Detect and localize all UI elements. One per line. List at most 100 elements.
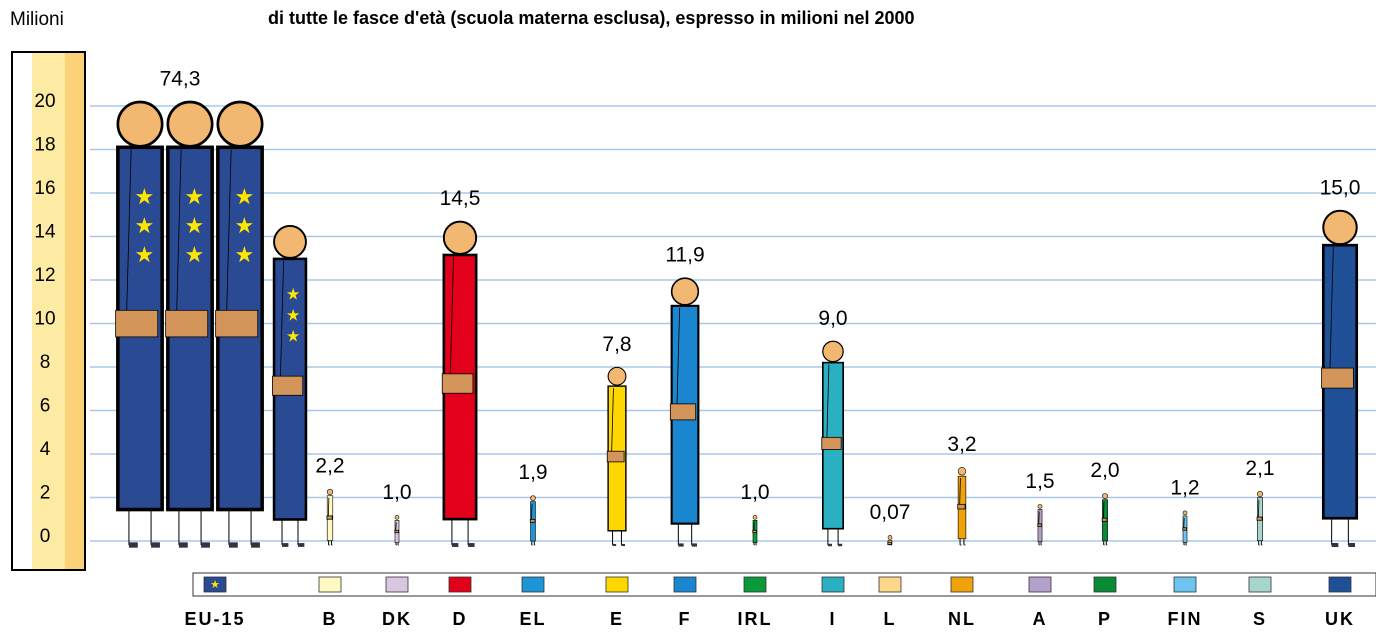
- briefcase: [1038, 524, 1042, 526]
- head: [168, 102, 212, 146]
- x-tick-label: S: [1253, 609, 1267, 629]
- legend-swatch: [879, 577, 901, 592]
- star: ★: [235, 184, 255, 209]
- legend-swatch: [744, 577, 766, 592]
- figure-group: [822, 341, 843, 545]
- briefcase: [530, 519, 535, 522]
- x-tick-label: FIN: [1168, 609, 1203, 629]
- star: ★: [185, 184, 205, 209]
- value-label: 2,2: [315, 455, 344, 478]
- figure-group: [1322, 211, 1357, 545]
- briefcase: [442, 374, 473, 393]
- head: [958, 467, 966, 475]
- briefcase: [1183, 528, 1187, 530]
- value-label: 1,9: [518, 461, 547, 484]
- briefcase: [958, 504, 965, 509]
- figure-group: [442, 222, 476, 545]
- y-tick-label: 16: [34, 178, 55, 199]
- figure-group: [888, 535, 892, 545]
- briefcase: [822, 437, 841, 449]
- briefcase: [753, 530, 757, 532]
- value-label: 15,0: [1320, 176, 1361, 199]
- briefcase: [1102, 518, 1107, 521]
- arm: [1103, 502, 1104, 519]
- briefcase: [670, 404, 695, 420]
- y-tick-label: 12: [34, 265, 55, 286]
- x-tick-label: L: [884, 609, 897, 629]
- legend-swatch: [449, 577, 471, 592]
- head: [753, 515, 757, 519]
- figure-group: [670, 278, 698, 545]
- figure-group: [395, 515, 399, 545]
- value-label: 1,0: [382, 481, 411, 504]
- legend-swatch: [606, 577, 628, 592]
- figure-group: [607, 367, 626, 545]
- legend-swatch: [522, 577, 544, 592]
- legend-swatch: [386, 577, 408, 592]
- legend-swatch: [1029, 577, 1051, 592]
- head: [823, 341, 843, 361]
- star: ★: [135, 213, 155, 238]
- head: [327, 489, 333, 495]
- briefcase: [607, 451, 624, 462]
- star: ★: [235, 242, 255, 267]
- value-label: 0,07: [870, 501, 911, 524]
- head: [1102, 494, 1107, 499]
- x-tick-label: NL: [948, 609, 976, 629]
- head: [1183, 511, 1187, 515]
- x-tick-label: UK: [1325, 609, 1355, 629]
- figure-group: ★★★★★★★★★★★★: [116, 102, 306, 545]
- chart-title: di tutte le fasce d'età (scuola materna …: [268, 8, 915, 28]
- x-tick-label: E: [610, 609, 624, 629]
- legend-swatch: [1174, 577, 1196, 592]
- head: [608, 367, 626, 385]
- y-tick-label: 6: [40, 396, 51, 417]
- head: [888, 535, 892, 539]
- star: ★: [235, 213, 255, 238]
- value-label: 14,5: [440, 187, 481, 210]
- x-tick-label: A: [1033, 609, 1048, 629]
- legend-swatch: [1094, 577, 1116, 592]
- value-label: 74,3: [160, 68, 201, 91]
- star: ★: [286, 328, 300, 345]
- y-tick-label: 8: [40, 352, 51, 373]
- y-tick-label: 18: [34, 135, 55, 156]
- x-tick-label: F: [679, 609, 692, 629]
- briefcase: [1257, 517, 1262, 520]
- x-tick-label: EU-15: [184, 609, 245, 629]
- x-tick-label: P: [1098, 609, 1112, 629]
- y-tick-label: 2: [40, 483, 51, 504]
- head: [1257, 491, 1262, 496]
- chart: Milioni di tutte le fasce d'età (scuola …: [0, 0, 1376, 633]
- briefcase: [888, 542, 892, 544]
- legend-swatch: [822, 577, 844, 592]
- briefcase: [1322, 368, 1354, 388]
- x-tick-label: I: [829, 609, 836, 629]
- x-tick-label: DK: [382, 609, 412, 629]
- figure-group: [1257, 491, 1263, 545]
- value-label: 1,2: [1170, 476, 1199, 499]
- star: ★: [135, 184, 155, 209]
- figure-group: [1038, 504, 1042, 545]
- value-label: 1,0: [740, 481, 769, 504]
- briefcase: [216, 310, 258, 337]
- head: [1323, 211, 1356, 244]
- value-label: 7,8: [602, 333, 631, 356]
- head: [274, 226, 306, 258]
- figure-group: [958, 467, 966, 545]
- legend-swatch: [951, 577, 973, 592]
- y-tick-label: 14: [34, 222, 56, 243]
- legend-swatch: [1249, 577, 1271, 592]
- figure-group: [1183, 511, 1187, 545]
- head: [118, 102, 162, 146]
- legend-strip: [193, 573, 1376, 596]
- value-label: 2,1: [1245, 457, 1274, 480]
- value-label: 3,2: [947, 433, 976, 456]
- y-tick-label: 4: [40, 439, 51, 460]
- figure-group: [530, 496, 535, 545]
- briefcase: [327, 516, 332, 519]
- head: [672, 278, 699, 305]
- y-tick-label: 10: [34, 309, 55, 330]
- head: [531, 496, 536, 501]
- arm: [1258, 500, 1259, 517]
